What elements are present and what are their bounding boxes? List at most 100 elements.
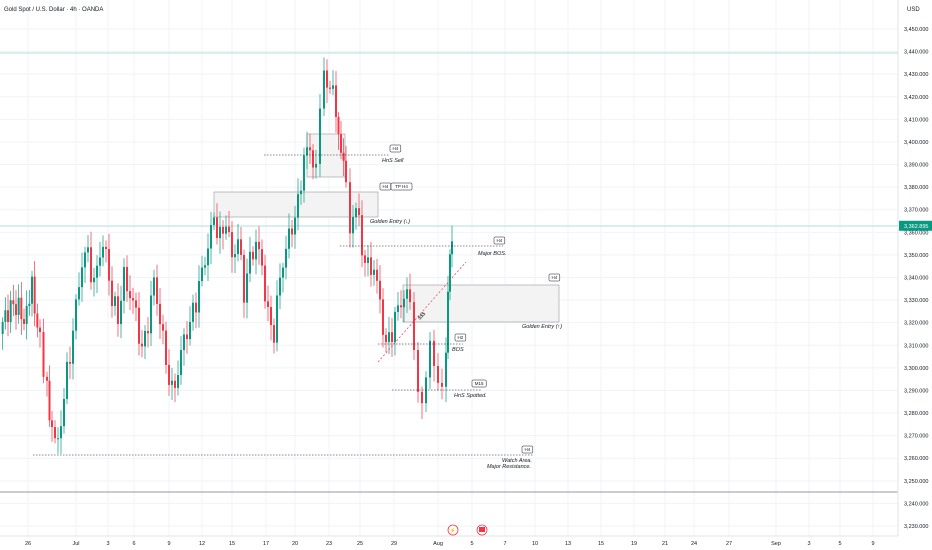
candle-body [39, 327, 41, 333]
candle-body [358, 208, 360, 216]
time-tick-label: 9 [167, 541, 170, 547]
bos-tag: H2 [458, 335, 464, 340]
time-axis[interactable]: 26 Jul 3 6 9 12 15 17 20 23 25 29 Aug 5 7 10 13 15 19 21 24 2… [0, 535, 898, 547]
candle-body [451, 241, 453, 255]
time-tick-label: 13 [565, 541, 571, 547]
bos-tag-box [454, 333, 467, 342]
candle-body [441, 382, 443, 387]
candle-body [195, 302, 197, 313]
candle-body [17, 297, 20, 315]
candle-body [273, 325, 275, 343]
time-tick-label: 21 [662, 541, 668, 547]
golden-entry-up-tag-box [548, 273, 561, 282]
candle-body [108, 249, 110, 281]
candle-body [183, 334, 185, 351]
candle-body [81, 267, 83, 288]
candle-body [361, 215, 363, 256]
candle-body [437, 365, 439, 383]
candle-body [168, 364, 170, 385]
price-tick-label: 3,250.000 [904, 479, 928, 485]
candle-body [421, 391, 423, 404]
price-tick-label: 3,230.000 [904, 524, 928, 530]
candle-body [429, 340, 431, 378]
candle-body [391, 332, 393, 343]
candle-body [69, 361, 71, 364]
candle-body [159, 303, 161, 325]
candle-body [84, 252, 86, 268]
candle-body [180, 350, 182, 376]
candle-body [189, 321, 191, 340]
golden-entry-down-label: Golden Entry (↓) [370, 219, 410, 225]
time-tick-label: 20 [292, 541, 298, 547]
price-axis[interactable]: 3,450.000 3,440.000 3,430.000 3,420.000 3,41… [897, 0, 932, 536]
candle-body [445, 352, 447, 387]
time-tick-label: Aug [433, 541, 443, 547]
time-tick-label: Sep [771, 541, 781, 547]
candlestick-series [1, 57, 453, 455]
candle-body [138, 307, 140, 344]
candle-body [337, 116, 340, 135]
price-tick-label: 3,440.000 [904, 50, 928, 56]
time-tick-label: 5 [470, 541, 473, 547]
price-tick-label: 3,430.000 [904, 72, 928, 78]
candle-body [171, 380, 173, 385]
candle-body [207, 248, 209, 266]
chart-title: Gold Spot / U.S. Dollar · 4h · OANDA [4, 7, 103, 13]
time-tick-label: 5 [838, 541, 841, 547]
price-tick-label: 3,270.000 [904, 434, 928, 440]
candle-body [99, 257, 101, 266]
price-tick-label: 3,330.000 [904, 298, 928, 304]
candle-body [240, 239, 242, 255]
price-tick-label: 3,310.000 [904, 343, 928, 349]
time-tick-label: 17 [263, 541, 269, 547]
candle-body [54, 427, 56, 439]
candle-body [288, 228, 290, 249]
price-tick-label: 3,370.000 [904, 208, 928, 214]
candle-body [201, 267, 203, 282]
candle-body [9, 300, 12, 323]
hns-spotted-tag-box [471, 379, 487, 388]
time-tick-label: 3 [807, 541, 810, 547]
time-tick-label: 7 [503, 541, 506, 547]
time-tick-label: 24 [691, 541, 697, 547]
candle-body [165, 330, 167, 365]
candle-body [323, 70, 325, 109]
candle-body [388, 332, 390, 343]
candle-body [400, 305, 402, 308]
candle-body [78, 287, 80, 300]
major-bos-label: Major BOS. [478, 251, 506, 257]
candle-body [120, 300, 122, 325]
candle-body [352, 217, 354, 234]
candle-body [57, 438, 59, 440]
candle-body [96, 265, 98, 278]
candle-body [261, 249, 263, 266]
candle-body [264, 265, 266, 302]
candle-body [222, 226, 224, 234]
candle-body [449, 254, 451, 292]
candle-body [15, 304, 17, 315]
candle-body [282, 267, 284, 278]
price-tick-label: 3,350.000 [904, 253, 928, 259]
candle-body [285, 248, 287, 268]
candle-body [60, 426, 62, 439]
candle-body [162, 324, 164, 331]
candle-body [342, 152, 345, 161]
candle-body [309, 147, 311, 151]
candle-body [198, 281, 200, 313]
hns-sell-tag-box [389, 144, 402, 153]
time-tick-label: 6 [132, 541, 135, 547]
candle-body [25, 305, 28, 324]
currency-label: USD [907, 7, 920, 13]
chart-zones [0, 52, 898, 493]
price-tick-label: 3,290.000 [904, 388, 928, 394]
candle-body [382, 299, 384, 335]
candle-body [340, 134, 342, 153]
candle-body [87, 247, 89, 253]
time-tick-label: 27 [726, 541, 732, 547]
trend-label: $$$ [417, 311, 427, 321]
candle-body [225, 226, 227, 234]
candle-body [403, 298, 405, 308]
candle-body [126, 266, 128, 292]
price-tick-label: 3,410.000 [904, 117, 928, 123]
